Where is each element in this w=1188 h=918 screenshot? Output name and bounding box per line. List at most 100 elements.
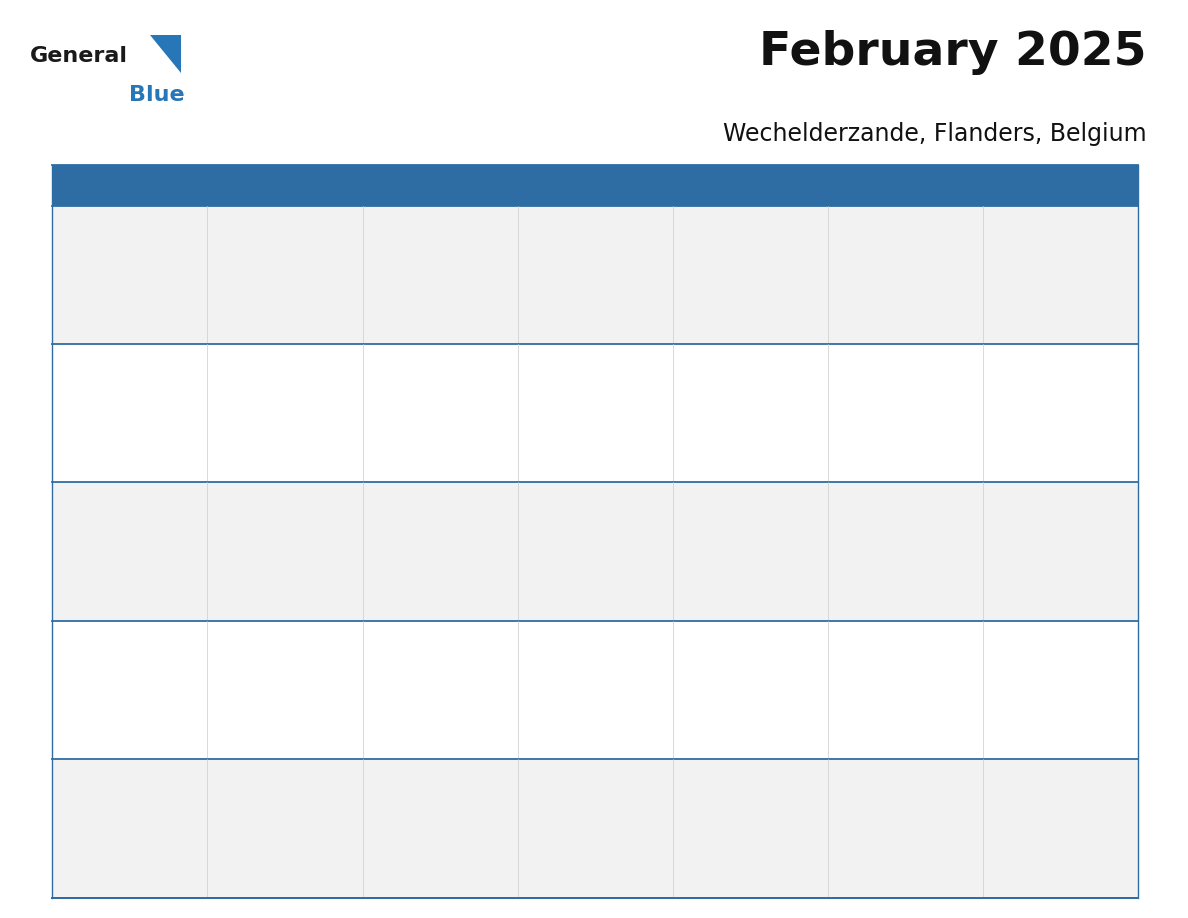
Text: 19: 19 (527, 631, 548, 645)
Text: 5: 5 (527, 353, 537, 369)
Text: 7: 7 (838, 353, 848, 369)
Text: Sunset: 5:50 PM: Sunset: 5:50 PM (527, 542, 620, 552)
Text: Sunrise: 7:46 AM: Sunrise: 7:46 AM (527, 655, 624, 664)
Text: Sunrise: 7:36 AM: Sunrise: 7:36 AM (216, 792, 314, 802)
Text: and 42 minutes.: and 42 minutes. (216, 592, 309, 602)
Text: 10: 10 (216, 492, 238, 507)
Text: Sunrise: 8:17 AM: Sunrise: 8:17 AM (62, 377, 158, 387)
Text: Friday: Friday (839, 178, 885, 193)
Text: Daylight: 9 hours: Daylight: 9 hours (527, 567, 625, 577)
Text: and 23 minutes.: and 23 minutes. (838, 731, 930, 741)
Text: General: General (30, 46, 128, 65)
Text: Sunset: 6:16 PM: Sunset: 6:16 PM (682, 818, 775, 828)
Text: and 16 minutes.: and 16 minutes. (527, 731, 620, 741)
Text: Sunset: 5:39 PM: Sunset: 5:39 PM (682, 403, 775, 413)
Text: and 31 minutes.: and 31 minutes. (62, 869, 154, 879)
Text: Sunset: 5:53 PM: Sunset: 5:53 PM (838, 542, 930, 552)
Text: Sunset: 6:06 PM: Sunset: 6:06 PM (838, 679, 929, 689)
Text: Daylight: 10 hours: Daylight: 10 hours (527, 705, 632, 715)
Text: and 39 minutes.: and 39 minutes. (372, 869, 465, 879)
Text: Sunrise: 7:42 AM: Sunrise: 7:42 AM (838, 655, 934, 664)
Text: Daylight: 9 hours: Daylight: 9 hours (992, 290, 1091, 300)
Text: Daylight: 9 hours: Daylight: 9 hours (372, 567, 470, 577)
Text: Wechelderzande, Flanders, Belgium: Wechelderzande, Flanders, Belgium (723, 122, 1146, 146)
Text: Sunset: 5:35 PM: Sunset: 5:35 PM (372, 403, 465, 413)
Text: Sunrise: 8:15 AM: Sunrise: 8:15 AM (216, 377, 314, 387)
Text: Sunrise: 7:28 AM: Sunrise: 7:28 AM (838, 792, 934, 802)
Text: Sunday: Sunday (63, 178, 120, 193)
Text: Sunset: 5:59 PM: Sunset: 5:59 PM (216, 679, 309, 689)
Polygon shape (150, 35, 182, 73)
Text: Daylight: 9 hours: Daylight: 9 hours (527, 429, 625, 439)
Text: Sunrise: 8:10 AM: Sunrise: 8:10 AM (682, 377, 779, 387)
Text: 17: 17 (216, 631, 238, 645)
Text: Sunset: 5:46 PM: Sunset: 5:46 PM (216, 542, 309, 552)
Text: Sunset: 5:48 PM: Sunset: 5:48 PM (372, 542, 465, 552)
Text: Sunrise: 7:54 AM: Sunrise: 7:54 AM (992, 516, 1089, 526)
Text: Sunset: 5:32 PM: Sunset: 5:32 PM (62, 403, 154, 413)
Text: Sunset: 6:11 PM: Sunset: 6:11 PM (216, 818, 309, 828)
Text: and 35 minutes.: and 35 minutes. (216, 869, 310, 879)
Text: Sunrise: 7:38 AM: Sunrise: 7:38 AM (62, 792, 158, 802)
Text: and 57 minutes.: and 57 minutes. (838, 592, 930, 602)
Text: Sunrise: 8:07 AM: Sunrise: 8:07 AM (992, 377, 1089, 387)
Text: and 4 minutes.: and 4 minutes. (62, 731, 147, 741)
Text: Sunrise: 7:34 AM: Sunrise: 7:34 AM (372, 792, 469, 802)
Text: and 8 minutes.: and 8 minutes. (216, 731, 302, 741)
Text: 2: 2 (62, 353, 72, 369)
Text: 9: 9 (62, 492, 72, 507)
Text: Sunrise: 7:48 AM: Sunrise: 7:48 AM (372, 655, 469, 664)
Text: Sunrise: 7:32 AM: Sunrise: 7:32 AM (527, 792, 624, 802)
Text: and 50 minutes.: and 50 minutes. (527, 592, 620, 602)
Text: and 50 minutes.: and 50 minutes. (838, 869, 930, 879)
Text: Sunrise: 7:40 AM: Sunrise: 7:40 AM (992, 655, 1089, 664)
Text: Sunrise: 7:52 AM: Sunrise: 7:52 AM (62, 655, 158, 664)
Text: Sunset: 5:30 PM: Sunset: 5:30 PM (992, 264, 1085, 274)
Text: Sunset: 5:42 PM: Sunset: 5:42 PM (992, 403, 1085, 413)
Text: Sunset: 6:00 PM: Sunset: 6:00 PM (372, 679, 465, 689)
Text: Sunrise: 8:13 AM: Sunrise: 8:13 AM (372, 377, 469, 387)
Text: and 19 minutes.: and 19 minutes. (682, 731, 775, 741)
Text: Sunrise: 7:59 AM: Sunrise: 7:59 AM (527, 516, 624, 526)
Text: Daylight: 9 hours: Daylight: 9 hours (838, 567, 935, 577)
Text: Sunrise: 8:03 AM: Sunrise: 8:03 AM (216, 516, 314, 526)
Text: Daylight: 10 hours: Daylight: 10 hours (682, 705, 788, 715)
Text: Sunrise: 8:18 AM: Sunrise: 8:18 AM (992, 239, 1089, 249)
Text: Sunset: 5:41 PM: Sunset: 5:41 PM (838, 403, 930, 413)
Text: Sunrise: 7:56 AM: Sunrise: 7:56 AM (838, 516, 934, 526)
Text: 12: 12 (527, 492, 548, 507)
Text: Daylight: 10 hours: Daylight: 10 hours (992, 567, 1098, 577)
Text: 15: 15 (992, 492, 1013, 507)
Text: Sunrise: 7:58 AM: Sunrise: 7:58 AM (682, 516, 779, 526)
Text: and 15 minutes.: and 15 minutes. (62, 454, 154, 465)
Text: Thursday: Thursday (683, 178, 754, 193)
Text: 21: 21 (838, 631, 859, 645)
Text: Sunset: 6:09 PM: Sunset: 6:09 PM (62, 818, 154, 828)
Text: Daylight: 10 hours: Daylight: 10 hours (838, 705, 943, 715)
Text: Monday: Monday (219, 178, 278, 193)
Text: Daylight: 9 hours: Daylight: 9 hours (372, 429, 470, 439)
Text: Daylight: 10 hours: Daylight: 10 hours (838, 844, 943, 854)
Text: Sunset: 6:18 PM: Sunset: 6:18 PM (838, 818, 930, 828)
Text: 16: 16 (62, 631, 83, 645)
Text: Blue: Blue (128, 85, 184, 105)
Text: and 32 minutes.: and 32 minutes. (838, 454, 930, 465)
Text: Daylight: 9 hours: Daylight: 9 hours (62, 567, 160, 577)
Text: Daylight: 10 hours: Daylight: 10 hours (62, 844, 168, 854)
Text: 8: 8 (992, 353, 1003, 369)
Text: 20: 20 (682, 631, 703, 645)
Text: Sunset: 6:02 PM: Sunset: 6:02 PM (527, 679, 619, 689)
Text: Sunset: 5:33 PM: Sunset: 5:33 PM (216, 403, 309, 413)
Text: Daylight: 10 hours: Daylight: 10 hours (992, 705, 1098, 715)
Text: Sunrise: 8:01 AM: Sunrise: 8:01 AM (372, 516, 469, 526)
Text: 11: 11 (372, 492, 393, 507)
Text: 23: 23 (62, 769, 83, 784)
Text: Tuesday: Tuesday (373, 178, 436, 193)
Text: Daylight: 10 hours: Daylight: 10 hours (372, 844, 478, 854)
Text: Sunrise: 8:05 AM: Sunrise: 8:05 AM (62, 516, 158, 526)
Text: and 18 minutes.: and 18 minutes. (216, 454, 310, 465)
Text: and 1 minute.: and 1 minute. (992, 592, 1072, 602)
Text: 13: 13 (682, 492, 703, 507)
Text: Daylight: 9 hours: Daylight: 9 hours (216, 429, 315, 439)
Text: Sunrise: 7:50 AM: Sunrise: 7:50 AM (216, 655, 314, 664)
